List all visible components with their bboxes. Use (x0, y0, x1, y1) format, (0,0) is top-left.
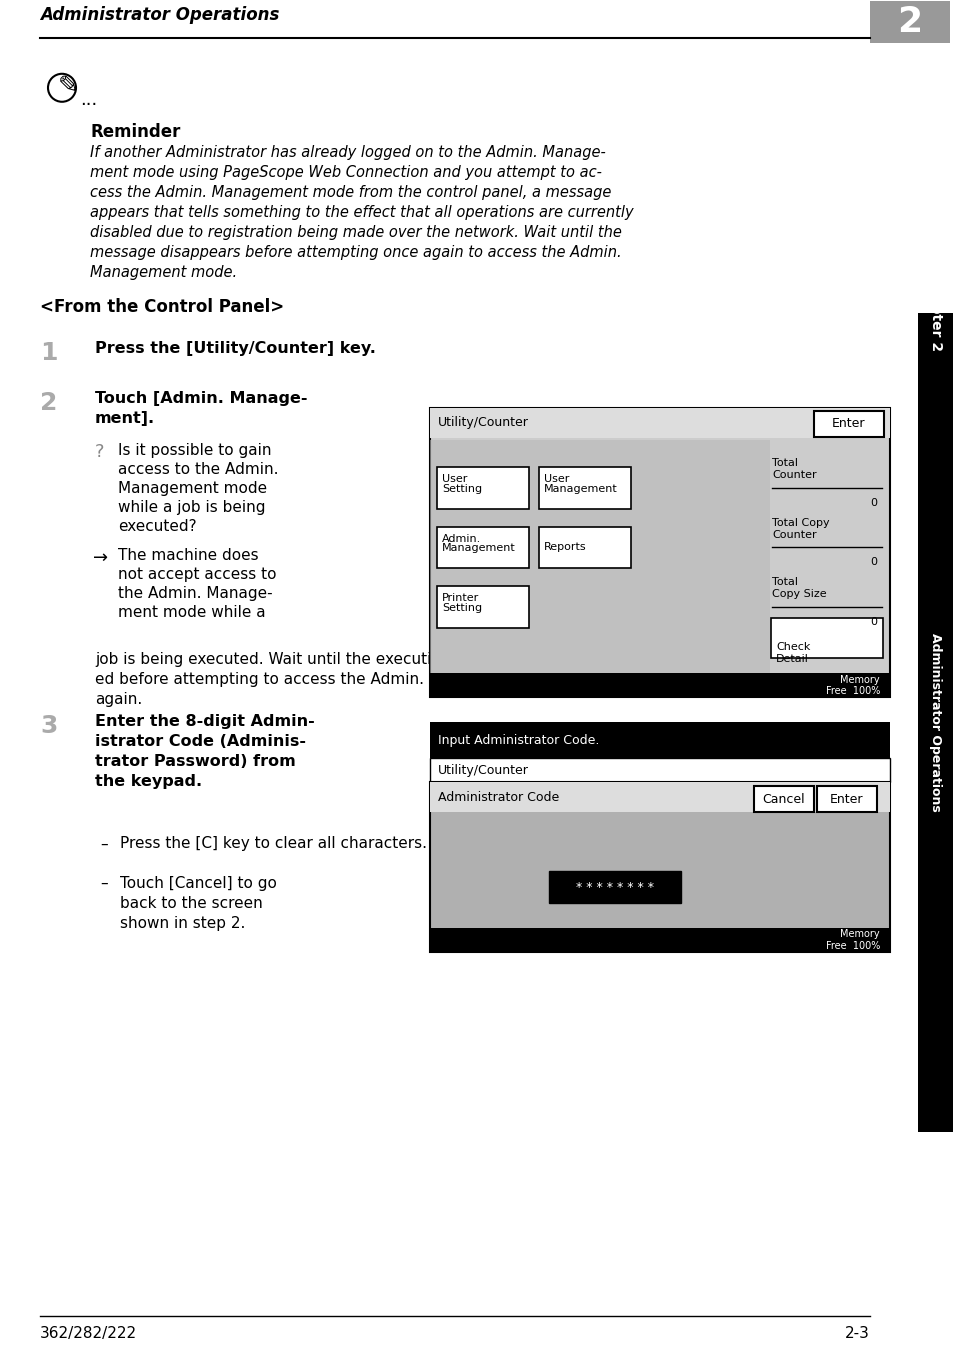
Text: Detail: Detail (775, 654, 808, 664)
Text: Management mode.: Management mode. (90, 265, 237, 280)
Bar (917, 312, 953, 1132)
Text: Touch [Admin. Manage-: Touch [Admin. Manage- (95, 391, 307, 406)
FancyBboxPatch shape (436, 526, 529, 568)
FancyBboxPatch shape (813, 411, 883, 437)
Text: Cancel: Cancel (761, 792, 804, 806)
Text: Copy Size: Copy Size (771, 589, 825, 599)
Text: Input Administrator Code.: Input Administrator Code. (437, 734, 598, 746)
FancyBboxPatch shape (869, 1, 949, 43)
Text: Management: Management (543, 484, 618, 493)
Text: ...: ... (80, 91, 97, 108)
Text: Chapter 2: Chapter 2 (928, 274, 942, 352)
Text: Total Copy: Total Copy (771, 518, 829, 527)
Text: Administrator Operations: Administrator Operations (40, 5, 279, 24)
FancyBboxPatch shape (538, 526, 630, 568)
Text: disabled due to registration being made over the network. Wait until the: disabled due to registration being made … (90, 224, 621, 239)
Text: User: User (441, 473, 467, 484)
Text: the keypad.: the keypad. (95, 775, 202, 790)
Text: The machine does: The machine does (118, 549, 258, 564)
Text: trator Password) from: trator Password) from (95, 754, 295, 769)
Text: <From the Control Panel>: <From the Control Panel> (40, 297, 284, 315)
FancyBboxPatch shape (436, 587, 529, 629)
FancyBboxPatch shape (538, 466, 630, 508)
Text: again.: again. (95, 692, 142, 707)
FancyBboxPatch shape (548, 871, 680, 903)
Text: back to the screen: back to the screen (120, 896, 262, 911)
Text: Memory
Free  100%: Memory Free 100% (824, 675, 879, 696)
Text: Enter the 8-digit Admin-: Enter the 8-digit Admin- (95, 714, 314, 729)
Text: Is it possible to gain: Is it possible to gain (118, 442, 272, 457)
Text: Touch [Cancel] to go: Touch [Cancel] to go (120, 876, 276, 891)
Bar (430, 407, 889, 698)
Text: not accept access to: not accept access to (118, 568, 276, 583)
Text: ✎: ✎ (57, 74, 78, 97)
Text: Management: Management (441, 544, 516, 553)
Text: cess the Admin. Management mode from the control panel, a message: cess the Admin. Management mode from the… (90, 185, 611, 200)
Text: Setting: Setting (441, 484, 481, 493)
Text: Reminder: Reminder (90, 123, 180, 141)
Text: access to the Admin.: access to the Admin. (118, 461, 278, 476)
Bar (430, 439, 769, 698)
Text: Management mode: Management mode (118, 480, 267, 496)
Text: the Admin. Manage-: the Admin. Manage- (118, 587, 273, 602)
FancyBboxPatch shape (770, 618, 882, 658)
Bar (430, 722, 889, 758)
Text: –: – (100, 876, 108, 891)
Text: Total: Total (771, 457, 797, 468)
Text: message disappears before attempting once again to access the Admin.: message disappears before attempting onc… (90, 245, 621, 260)
Text: 362/282/222: 362/282/222 (40, 1326, 137, 1341)
Bar (430, 783, 889, 952)
Text: Memory
Free  100%: Memory Free 100% (824, 929, 879, 950)
Text: Administrator Operations: Administrator Operations (928, 633, 942, 811)
Text: executed?: executed? (118, 519, 196, 534)
Text: Total: Total (771, 577, 797, 588)
Text: Enter: Enter (829, 792, 862, 806)
Text: Press the [C] key to clear all characters.: Press the [C] key to clear all character… (120, 837, 427, 852)
Text: →: → (92, 549, 108, 566)
Text: 3: 3 (40, 714, 57, 738)
FancyBboxPatch shape (753, 787, 813, 813)
Text: ment].: ment]. (95, 411, 155, 426)
Text: 2: 2 (897, 5, 922, 39)
Text: while a job is being: while a job is being (118, 499, 265, 515)
Text: User: User (543, 473, 569, 484)
Bar (430, 407, 889, 438)
FancyBboxPatch shape (816, 787, 876, 813)
Text: Utility/Counter: Utility/Counter (437, 416, 528, 429)
Text: 0: 0 (869, 618, 876, 627)
Text: ed before attempting to access the Admin. Management mode: ed before attempting to access the Admin… (95, 672, 578, 687)
Text: 1: 1 (40, 341, 57, 365)
Text: shown in step 2.: shown in step 2. (120, 917, 245, 932)
Bar (430, 929, 889, 952)
Text: Utility/Counter: Utility/Counter (437, 764, 528, 777)
Bar (430, 758, 889, 783)
Text: ?: ? (95, 442, 105, 461)
Text: job is being executed. Wait until the execution of the job is complet-: job is being executed. Wait until the ex… (95, 653, 618, 668)
Text: If another Administrator has already logged on to the Admin. Manage-: If another Administrator has already log… (90, 145, 605, 160)
Text: –: – (100, 837, 108, 852)
Text: Counter: Counter (771, 469, 816, 480)
Text: ment mode using PageScope Web Connection and you attempt to ac-: ment mode using PageScope Web Connection… (90, 165, 601, 180)
Text: 2-3: 2-3 (844, 1326, 869, 1341)
Text: 0: 0 (869, 498, 876, 507)
FancyBboxPatch shape (436, 466, 529, 508)
Text: Counter: Counter (771, 530, 816, 539)
Text: appears that tells something to the effect that all operations are currently: appears that tells something to the effe… (90, 204, 633, 220)
Text: * * * * * * * *: * * * * * * * * (576, 880, 654, 894)
Text: Administrator Code: Administrator Code (437, 791, 558, 804)
Text: istrator Code (Adminis-: istrator Code (Adminis- (95, 734, 306, 749)
Text: Press the [Utility/Counter] key.: Press the [Utility/Counter] key. (95, 341, 375, 356)
Text: Enter: Enter (831, 416, 864, 430)
Text: 0: 0 (869, 557, 876, 568)
Bar (430, 673, 889, 698)
Text: Printer: Printer (441, 594, 478, 603)
Text: ment mode while a: ment mode while a (118, 606, 265, 621)
Text: 2: 2 (40, 391, 57, 415)
Bar (430, 783, 889, 813)
Text: Setting: Setting (441, 603, 481, 614)
Text: Reports: Reports (543, 542, 586, 553)
Text: Admin.: Admin. (441, 534, 480, 544)
Text: Check: Check (775, 642, 809, 653)
